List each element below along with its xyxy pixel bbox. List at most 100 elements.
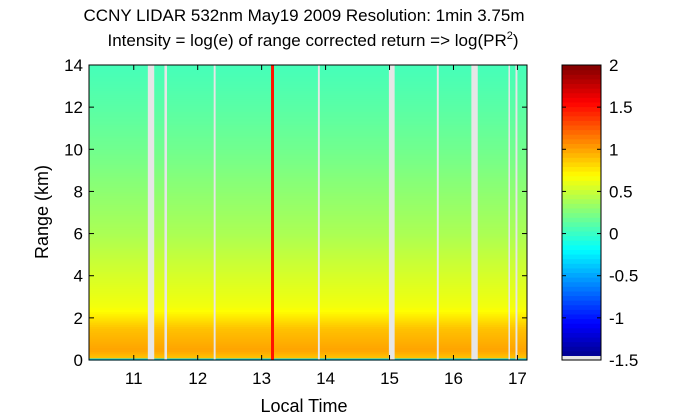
- heatmap-cell: [89, 119, 527, 123]
- data-gap: [213, 65, 216, 360]
- heatmap-cell: [89, 145, 527, 148]
- heatmap-cell: [89, 191, 527, 195]
- heatmap-cell: [89, 286, 527, 289]
- heatmap-cell: [89, 244, 527, 247]
- colorbar-frame: [561, 64, 602, 361]
- heatmap-cell: [89, 189, 527, 193]
- heatmap-cell: [89, 67, 527, 70]
- colorbar-cell: [562, 194, 601, 200]
- heatmap-cell: [89, 105, 527, 108]
- heatmap-cell: [89, 256, 527, 260]
- heatmap-cell: [89, 166, 527, 169]
- colorbar-tick-label: -1.5: [609, 351, 638, 370]
- heatmap-cell: [89, 176, 527, 180]
- heatmap-cell: [89, 273, 527, 277]
- colorbar-cell: [562, 226, 601, 232]
- heatmap-cell: [89, 81, 527, 85]
- heatmap-cell: [89, 288, 527, 292]
- colorbar-cell: [562, 217, 601, 223]
- heatmap-cell: [89, 197, 527, 201]
- heatmap-cell: [89, 265, 527, 268]
- heatmap-cell: [89, 311, 527, 315]
- heatmap-cell: [89, 153, 527, 157]
- colorbar-cell: [562, 207, 601, 214]
- heatmap-cell: [89, 349, 527, 353]
- heatmap-cell: [89, 353, 527, 357]
- colorbar-cell: [562, 244, 601, 250]
- heatmap-cell: [89, 121, 527, 125]
- heatmap-cell: [89, 248, 527, 252]
- heatmap-cell: [89, 357, 527, 361]
- colorbar-cell: [562, 171, 601, 177]
- heatmap-cell: [89, 100, 527, 104]
- colorbar-cell: [562, 106, 601, 112]
- heatmap-cell: [89, 345, 527, 348]
- chart-title-line2-superscript: 2: [507, 30, 513, 42]
- heatmap-cell: [89, 282, 527, 285]
- x-tick-label: 15: [380, 369, 399, 388]
- heatmap-cell: [89, 174, 527, 178]
- y-tick-label: 8: [74, 182, 83, 201]
- heatmap-cell: [89, 284, 527, 287]
- heatmap-cell: [89, 159, 527, 163]
- colorbar-cell: [562, 134, 601, 140]
- colorbar-cell: [562, 97, 601, 103]
- heatmap-cell: [89, 170, 527, 174]
- heatmap-cell: [89, 324, 527, 327]
- heatmap-cell: [89, 69, 527, 72]
- colorbar-cell: [562, 69, 601, 75]
- colorbar-cell: [562, 240, 601, 246]
- colorbar-tick-label: 2: [609, 56, 618, 75]
- heatmap-cell: [89, 237, 527, 241]
- colorbar-cell: [562, 120, 601, 126]
- heatmap-cell: [89, 126, 527, 129]
- chart-title-line2-suffix: ): [513, 31, 519, 50]
- heatmap-cell: [89, 307, 527, 311]
- heatmap-cell: [89, 140, 527, 144]
- heatmap-cell: [89, 313, 527, 317]
- colorbar-cell: [562, 253, 601, 260]
- heatmap-cell: [89, 142, 527, 146]
- y-axis-label: Range (km): [32, 165, 52, 259]
- heatmap-cell: [89, 301, 527, 304]
- colorbar-cell: [562, 258, 601, 264]
- data-gap: [164, 65, 168, 360]
- colorbar-cell: [562, 115, 601, 121]
- heatmap-cell: [89, 201, 527, 205]
- heatmap-cell: [89, 96, 527, 100]
- heatmap-cell: [89, 92, 527, 96]
- heatmap-cell: [89, 322, 527, 325]
- heatmap-cell: [89, 326, 527, 329]
- heatmap-cell: [89, 246, 527, 249]
- colorbar-tick-label: 0.5: [609, 182, 633, 201]
- colorbar-cell: [562, 157, 601, 163]
- heatmap-cell: [89, 124, 527, 127]
- heatmap-cell: [89, 233, 527, 237]
- colorbar-cell: [562, 235, 601, 241]
- colorbar-cell: [562, 277, 601, 283]
- data-gaps: [147, 65, 518, 360]
- colorbar-cell: [562, 313, 601, 320]
- y-tick-label: 12: [64, 98, 83, 117]
- heatmap-cell: [89, 199, 527, 203]
- chart-title-line2-prefix: Intensity = log(e) of range corrected re…: [107, 31, 506, 50]
- heatmap-cell: [89, 269, 527, 273]
- x-tick-label: 11: [125, 369, 143, 388]
- heatmap-cell: [89, 229, 527, 233]
- heatmap-cell: [89, 223, 527, 226]
- chart-title-line1: CCNY LIDAR 532nm May19 2009 Resolution: …: [84, 6, 525, 25]
- heatmap-cell: [89, 260, 527, 264]
- y-tick-label: 0: [74, 351, 83, 370]
- colorbar-cell: [562, 286, 601, 292]
- data-gap: [508, 65, 510, 360]
- heatmap-cell: [89, 75, 527, 79]
- heatmap-cell: [89, 172, 527, 176]
- colorbar-cell: [562, 346, 601, 352]
- y-tick-label: 2: [74, 309, 83, 328]
- heatmap-cell: [89, 218, 527, 222]
- heatmap-cell: [89, 267, 527, 270]
- heatmap-cell: [89, 109, 527, 112]
- colorbar-cell: [562, 212, 601, 218]
- colorbar-cell: [562, 203, 601, 209]
- x-tick-label: 14: [316, 369, 335, 388]
